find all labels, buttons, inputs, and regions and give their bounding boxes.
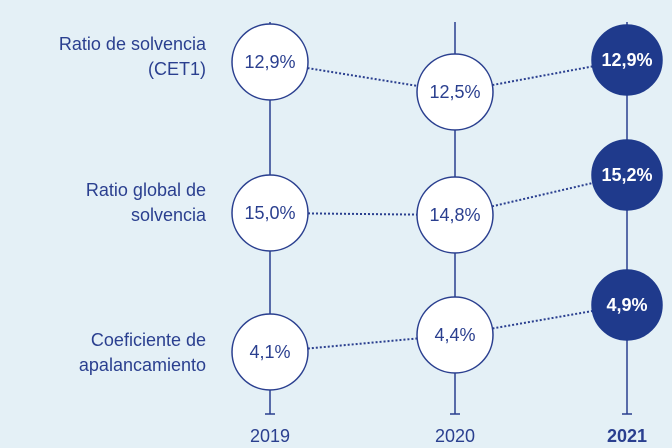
value-label: 15,0%: [244, 203, 295, 223]
value-label: 12,9%: [601, 50, 652, 70]
value-circle: [231, 23, 309, 101]
year-label: 2020: [435, 426, 475, 446]
value-label: 15,2%: [601, 165, 652, 185]
connector: [307, 67, 418, 87]
value-circle: [416, 53, 494, 131]
year-label: 2021: [607, 426, 647, 446]
connector: [307, 212, 418, 216]
year-label: 2019: [250, 426, 290, 446]
value-circle: [231, 174, 309, 252]
row-label: Coeficiente de apalancamiento: [78, 330, 206, 375]
value-label: 4,4%: [434, 325, 475, 345]
value-circle: [591, 24, 663, 96]
connector: [491, 181, 594, 208]
connector: [307, 337, 418, 350]
value-label: 4,1%: [249, 342, 290, 362]
value-label: 12,5%: [429, 82, 480, 102]
value-label: 12,9%: [244, 52, 295, 72]
value-circle: [416, 296, 494, 374]
value-circle: [591, 269, 663, 341]
value-circle: [231, 313, 309, 391]
connector: [492, 65, 593, 87]
value-circle: [416, 176, 494, 254]
value-label: 4,9%: [606, 295, 647, 315]
row-label: Ratio global de solvencia: [85, 180, 206, 225]
value-circle: [591, 139, 663, 211]
value-label: 14,8%: [429, 205, 480, 225]
row-label: Ratio de solvencia (CET1): [58, 34, 206, 79]
connector: [492, 310, 593, 330]
